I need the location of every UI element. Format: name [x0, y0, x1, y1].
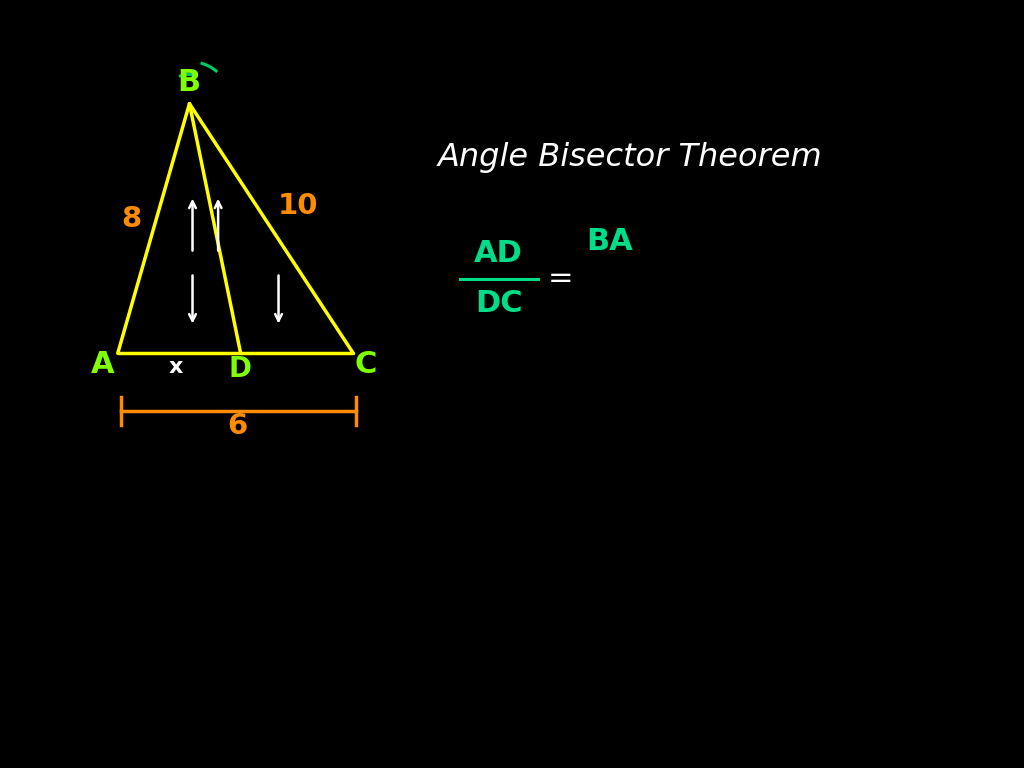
Text: A: A [90, 350, 115, 379]
Text: AD: AD [474, 239, 523, 268]
Text: D: D [228, 355, 251, 382]
Text: 10: 10 [278, 192, 318, 220]
Text: BA: BA [586, 227, 633, 257]
Text: 6: 6 [227, 412, 248, 440]
Text: =: = [547, 264, 573, 293]
Text: 8: 8 [121, 205, 141, 233]
Text: x: x [169, 357, 183, 377]
Text: Angle Bisector Theorem: Angle Bisector Theorem [437, 142, 822, 173]
Text: C: C [354, 350, 377, 379]
Text: DC: DC [475, 289, 522, 318]
Text: B: B [177, 68, 200, 98]
